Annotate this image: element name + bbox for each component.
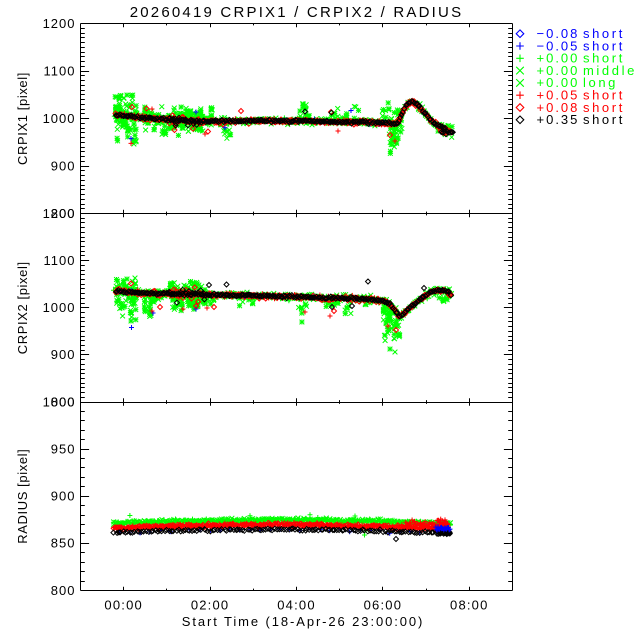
svg-text:900: 900 <box>51 489 76 504</box>
svg-text:short: short <box>583 100 625 115</box>
svg-text:short: short <box>583 26 625 41</box>
svg-text:08:00: 08:00 <box>450 598 489 613</box>
svg-text:900: 900 <box>51 158 76 173</box>
svg-text:short: short <box>583 38 625 53</box>
svg-text:middle: middle <box>583 63 637 78</box>
svg-text:1200: 1200 <box>43 16 76 31</box>
svg-text:+0.35: +0.35 <box>537 112 580 127</box>
svg-text:+0.00: +0.00 <box>537 63 580 78</box>
svg-text:+0.08: +0.08 <box>537 100 580 115</box>
svg-text:short: short <box>583 51 625 66</box>
svg-text:800: 800 <box>51 394 76 409</box>
svg-text:20260419 CRPIX1 / CRPIX2 / RAD: 20260419 CRPIX1 / CRPIX2 / RADIUS <box>130 4 464 21</box>
svg-text:1000: 1000 <box>43 300 76 315</box>
svg-text:short: short <box>583 112 625 127</box>
svg-text:CRPIX1 [pixel]: CRPIX1 [pixel] <box>15 72 30 165</box>
svg-text:02:00: 02:00 <box>191 598 230 613</box>
svg-text:RADIUS [pixel]: RADIUS [pixel] <box>15 449 30 544</box>
svg-text:950: 950 <box>51 441 76 456</box>
svg-text:long: long <box>583 75 618 90</box>
svg-text:short: short <box>583 88 625 103</box>
svg-text:1200: 1200 <box>43 206 76 221</box>
svg-text:+0.00: +0.00 <box>537 75 580 90</box>
svg-text:04:00: 04:00 <box>277 598 316 613</box>
svg-text:−0.05: −0.05 <box>537 38 580 53</box>
svg-text:1000: 1000 <box>43 111 76 126</box>
svg-text:00:00: 00:00 <box>104 598 143 613</box>
svg-text:+0.00: +0.00 <box>537 51 580 66</box>
svg-text:Start Time (18-Apr-26 23:00:00: Start Time (18-Apr-26 23:00:00) <box>182 614 424 629</box>
svg-text:+0.05: +0.05 <box>537 88 580 103</box>
svg-text:800: 800 <box>51 583 76 598</box>
svg-text:800: 800 <box>51 206 76 221</box>
svg-text:1100: 1100 <box>44 253 76 268</box>
svg-text:1100: 1100 <box>44 63 76 78</box>
svg-text:−0.08: −0.08 <box>537 26 580 41</box>
svg-text:1000: 1000 <box>43 394 76 409</box>
svg-text:06:00: 06:00 <box>364 598 403 613</box>
svg-text:900: 900 <box>51 347 76 362</box>
svg-text:850: 850 <box>51 536 76 551</box>
svg-text:CRPIX2 [pixel]: CRPIX2 [pixel] <box>15 261 30 354</box>
